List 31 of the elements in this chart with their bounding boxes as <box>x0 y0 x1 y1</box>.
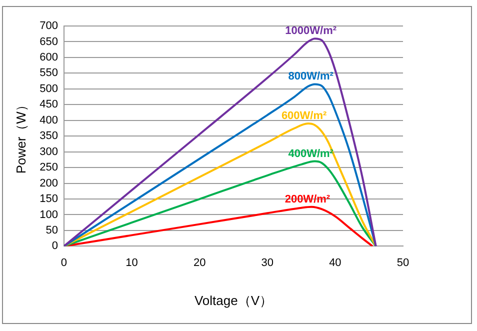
y-tick-label: 600 <box>40 51 58 64</box>
y-tick-label: 650 <box>40 36 58 48</box>
y-tick-label: 300 <box>40 146 58 158</box>
y-tick-label: 550 <box>40 67 58 80</box>
series-label: 1000W/m² <box>285 25 337 38</box>
y-tick-label: 500 <box>40 82 58 95</box>
line-series <box>64 83 377 246</box>
y-tick-label: 100 <box>40 208 58 221</box>
x-tick-label: 30 <box>261 256 274 269</box>
x-tick-label: 20 <box>193 256 206 269</box>
y-axis-title: Power（W） <box>13 98 28 174</box>
line-series <box>64 122 377 246</box>
y-tick-label: 200 <box>40 177 58 190</box>
line-series <box>64 38 377 246</box>
y-tick-label: 400 <box>40 114 58 126</box>
y-tick-label: 250 <box>40 162 58 174</box>
x-axis-title: Voltage（V） <box>194 292 272 308</box>
x-tick-label: 40 <box>329 256 342 269</box>
y-tick-label: 50 <box>46 224 58 237</box>
y-tick-label: 450 <box>40 98 58 111</box>
y-tick-label: 150 <box>40 193 58 206</box>
series-label: 800W/m² <box>288 70 334 83</box>
x-tick-label: 10 <box>126 256 138 269</box>
series-label: 400W/m² <box>288 148 334 160</box>
y-tick-label: 700 <box>40 20 58 32</box>
series-label: 200W/m² <box>284 193 330 206</box>
x-tick-label: 0 <box>60 256 68 269</box>
x-tick-label: 50 <box>396 256 410 269</box>
y-tick-label: 0 <box>52 240 58 252</box>
y-tick-label: 350 <box>40 130 58 142</box>
series-label: 600W/m² <box>281 110 328 122</box>
